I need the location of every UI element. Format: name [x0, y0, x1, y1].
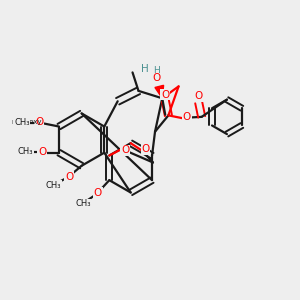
Text: O: O [94, 188, 102, 198]
Text: methoxy: methoxy [12, 119, 42, 125]
Text: O: O [152, 73, 160, 83]
Text: O: O [183, 112, 191, 122]
Text: O: O [121, 146, 130, 155]
Text: O: O [65, 172, 73, 182]
Text: O: O [38, 147, 46, 157]
Text: O: O [161, 90, 169, 100]
Text: CH₃: CH₃ [17, 147, 33, 156]
Text: CH₃: CH₃ [45, 181, 61, 190]
Text: CH₃: CH₃ [14, 118, 30, 127]
Text: H: H [153, 66, 160, 75]
Text: CH₃: CH₃ [75, 200, 91, 208]
Text: O: O [35, 117, 44, 127]
Text: O: O [141, 144, 150, 154]
Text: H: H [140, 64, 148, 74]
Text: O: O [195, 91, 203, 101]
Polygon shape [155, 85, 164, 98]
